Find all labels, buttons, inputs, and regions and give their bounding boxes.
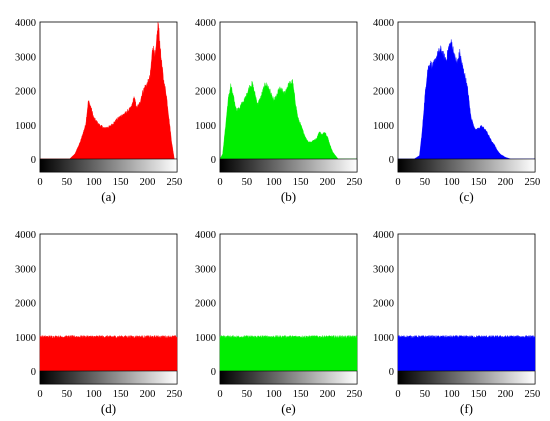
y-tick-label: 2000 bbox=[195, 87, 216, 98]
x-tick-label: 0 bbox=[37, 389, 42, 400]
x-tick-label: 50 bbox=[242, 389, 253, 400]
y-tick-label: 3000 bbox=[373, 264, 394, 275]
y-tick-label: 1000 bbox=[195, 121, 216, 132]
x-tick-label: 100 bbox=[266, 177, 282, 188]
y-tick-label: 1000 bbox=[373, 121, 394, 132]
x-tick-label: 100 bbox=[444, 389, 460, 400]
x-tick-label: 0 bbox=[217, 389, 222, 400]
histogram-area bbox=[219, 334, 358, 372]
y-tick-label: 4000 bbox=[195, 18, 216, 29]
x-tick-label: 200 bbox=[320, 177, 336, 188]
x-tick-label: 150 bbox=[113, 177, 129, 188]
y-tick-label: 2000 bbox=[373, 299, 394, 310]
y-tick-label: 1000 bbox=[15, 333, 36, 344]
y-tick-label: 4000 bbox=[15, 18, 36, 29]
intensity-ramp bbox=[219, 370, 358, 385]
panel-caption: (a) bbox=[101, 189, 115, 204]
x-tick-label: 100 bbox=[86, 177, 102, 188]
x-tick-label: 50 bbox=[420, 177, 431, 188]
y-tick-label: 2000 bbox=[15, 87, 36, 98]
y-tick-label: 3000 bbox=[15, 264, 36, 275]
y-tick-label: 3000 bbox=[195, 264, 216, 275]
y-tick-label: 4000 bbox=[373, 18, 394, 29]
panel-caption: (c) bbox=[459, 189, 473, 204]
y-tick-label: 4000 bbox=[373, 230, 394, 241]
y-tick-label: 4000 bbox=[195, 230, 216, 241]
panel-caption: (d) bbox=[101, 401, 116, 416]
x-tick-label: 50 bbox=[62, 389, 73, 400]
histogram-area bbox=[397, 334, 536, 372]
histogram-panel: 0 1000 2000 3000 4000 0 50 100 150 200 250 (a) bbox=[15, 18, 182, 204]
y-tick-label: 3000 bbox=[373, 52, 394, 63]
intensity-ramp bbox=[39, 158, 178, 173]
x-tick-label: 250 bbox=[346, 389, 362, 400]
x-tick-label: 250 bbox=[166, 177, 182, 188]
y-tick-label: 2000 bbox=[15, 299, 36, 310]
histogram-panel: 0 1000 2000 3000 4000 0 50 100 150 200 250 (e) bbox=[195, 230, 362, 416]
x-tick-label: 50 bbox=[242, 177, 253, 188]
x-tick-label: 50 bbox=[62, 177, 73, 188]
panel-caption: (f) bbox=[460, 401, 473, 416]
y-tick-label: 2000 bbox=[195, 299, 216, 310]
x-tick-label: 100 bbox=[86, 389, 102, 400]
histogram-area bbox=[39, 334, 178, 372]
y-tick-label: 3000 bbox=[195, 52, 216, 63]
x-tick-label: 0 bbox=[37, 177, 42, 188]
y-tick-label: 1000 bbox=[15, 121, 36, 132]
x-tick-label: 0 bbox=[395, 389, 400, 400]
x-tick-label: 250 bbox=[524, 177, 540, 188]
y-tick-label: 4000 bbox=[15, 230, 36, 241]
x-tick-label: 0 bbox=[217, 177, 222, 188]
x-tick-label: 150 bbox=[471, 389, 487, 400]
x-tick-label: 250 bbox=[346, 177, 362, 188]
y-tick-label: 0 bbox=[389, 367, 394, 378]
x-tick-label: 50 bbox=[420, 389, 431, 400]
intensity-ramp bbox=[219, 158, 358, 173]
x-tick-label: 250 bbox=[166, 389, 182, 400]
y-tick-label: 0 bbox=[389, 155, 394, 166]
y-tick-label: 0 bbox=[31, 367, 36, 378]
y-tick-label: 1000 bbox=[195, 333, 216, 344]
x-tick-label: 200 bbox=[320, 389, 336, 400]
y-tick-label: 3000 bbox=[15, 52, 36, 63]
y-tick-label: 2000 bbox=[373, 87, 394, 98]
x-tick-label: 150 bbox=[293, 177, 309, 188]
histogram-area bbox=[219, 79, 357, 160]
intensity-ramp bbox=[397, 158, 536, 173]
x-tick-label: 0 bbox=[395, 177, 400, 188]
x-tick-label: 100 bbox=[266, 389, 282, 400]
x-tick-label: 100 bbox=[444, 177, 460, 188]
x-tick-label: 200 bbox=[498, 389, 514, 400]
panel-caption: (b) bbox=[281, 189, 296, 204]
x-tick-label: 150 bbox=[293, 389, 309, 400]
y-tick-label: 0 bbox=[211, 367, 216, 378]
histogram-panel: 0 1000 2000 3000 4000 0 50 100 150 200 250 (f) bbox=[373, 230, 540, 416]
y-tick-label: 1000 bbox=[373, 333, 394, 344]
x-tick-label: 200 bbox=[140, 389, 156, 400]
histogram-panel: 0 1000 2000 3000 4000 0 50 100 150 200 250 (c) bbox=[373, 18, 540, 204]
x-tick-label: 200 bbox=[498, 177, 514, 188]
histogram-panel: 0 1000 2000 3000 4000 0 50 100 150 200 250 (b) bbox=[195, 18, 362, 204]
x-tick-label: 150 bbox=[113, 389, 129, 400]
histogram-panel: 0 1000 2000 3000 4000 0 50 100 150 200 250 (d) bbox=[15, 230, 182, 416]
intensity-ramp bbox=[39, 370, 178, 385]
x-tick-label: 150 bbox=[471, 177, 487, 188]
y-tick-label: 0 bbox=[31, 155, 36, 166]
y-tick-label: 0 bbox=[211, 155, 216, 166]
x-tick-label: 250 bbox=[524, 389, 540, 400]
intensity-ramp bbox=[397, 370, 536, 385]
panel-caption: (e) bbox=[281, 401, 295, 416]
x-tick-label: 200 bbox=[140, 177, 156, 188]
